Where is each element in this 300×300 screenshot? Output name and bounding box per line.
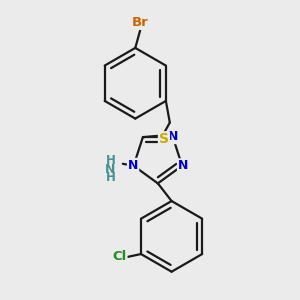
Text: S: S (159, 132, 169, 146)
Text: N: N (128, 159, 138, 172)
Text: N: N (178, 159, 188, 172)
Text: H: H (106, 154, 116, 167)
Text: H: H (106, 171, 116, 184)
Text: Cl: Cl (112, 250, 127, 263)
Text: Br: Br (132, 16, 148, 29)
Text: N: N (105, 163, 115, 176)
Text: N: N (168, 130, 178, 143)
